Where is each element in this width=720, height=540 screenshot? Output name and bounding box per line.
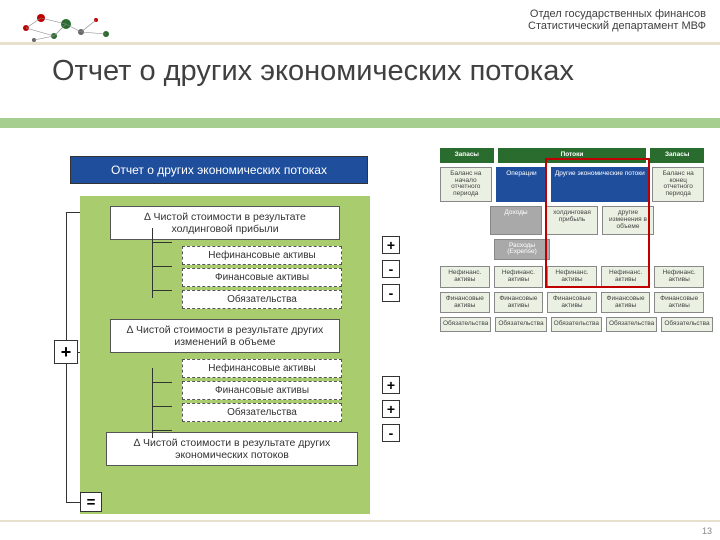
mini-other-flows: Другие экономические потоки xyxy=(551,167,648,202)
header-line1: Отдел государственных финансов xyxy=(528,8,706,20)
connector xyxy=(152,382,172,383)
sign-minus-1: - xyxy=(382,260,400,278)
sign-plus-3: + xyxy=(382,400,400,418)
delta-holding-gains: ∆ Чистой стоимости в результате холдинго… xyxy=(110,206,340,240)
header-org: Отдел государственных финансов Статистич… xyxy=(528,8,706,32)
mini-nfa: Нефинанс. активы xyxy=(440,266,490,288)
nfa-1: Нефинансовые активы xyxy=(182,246,342,265)
title-accent xyxy=(0,118,720,128)
connector xyxy=(66,212,80,213)
mini-volchange: другие изменения в объеме xyxy=(602,206,654,234)
mini-income: Доходы xyxy=(490,206,542,234)
connector xyxy=(152,242,172,243)
mini-close-balance: Баланс на конец отчетного периода xyxy=(652,167,704,202)
fa-2: Финансовые активы xyxy=(182,381,342,400)
connector xyxy=(152,406,172,407)
sign-plus-2: + xyxy=(382,376,400,394)
connector xyxy=(152,228,153,298)
connector xyxy=(152,368,153,438)
fa-1: Финансовые активы xyxy=(182,268,342,287)
equals-operator: = xyxy=(80,492,102,512)
mini-nfa: Нефинанс. активы xyxy=(654,266,704,288)
diagram-panel: ∆ Чистой стоимости в результате холдинго… xyxy=(80,196,370,514)
mini-fa: Финансовые активы xyxy=(494,292,544,314)
mini-expense: Расходы (Expense) xyxy=(494,239,550,261)
header-line2: Статистический департамент МВФ xyxy=(528,20,706,32)
mini-nfa: Нефинанс. активы xyxy=(601,266,651,288)
mini-liab: Обязательства xyxy=(551,317,602,332)
delta-volume-changes: ∆ Чистой стоимости в результате других и… xyxy=(110,319,340,353)
mini-hdr-stocks2: Запасы xyxy=(650,148,704,163)
plus-operator: + xyxy=(54,340,78,364)
mini-fa: Финансовые активы xyxy=(601,292,651,314)
mini-open-balance: Баланс на начало отчетного периода xyxy=(440,167,492,202)
report-title-bar: Отчет о других экономических потоках xyxy=(70,156,368,184)
mini-liab: Обязательства xyxy=(440,317,491,332)
nfa-2: Нефинансовые активы xyxy=(182,359,342,378)
mini-hdr-flows: Потоки xyxy=(498,148,647,163)
page-title: Отчет о других экономических потоках xyxy=(52,56,574,88)
mini-nfa: Нефинанс. активы xyxy=(547,266,597,288)
sign-minus-3: - xyxy=(382,424,400,442)
liab-2: Обязательства xyxy=(182,403,342,422)
mini-liab: Обязательства xyxy=(495,317,546,332)
mini-ops: Операции xyxy=(496,167,548,202)
delta-other-flows: ∆ Чистой стоимости в результате других э… xyxy=(106,432,358,466)
connector xyxy=(152,290,172,291)
sign-plus-1: + xyxy=(382,236,400,254)
liab-1: Обязательства xyxy=(182,290,342,309)
mini-hdr-stocks1: Запасы xyxy=(440,148,494,163)
mini-nfa: Нефинанс. активы xyxy=(494,266,544,288)
mini-liab: Обязательства xyxy=(661,317,712,332)
sign-minus-2: - xyxy=(382,284,400,302)
mini-liab: Обязательства xyxy=(606,317,657,332)
connector xyxy=(152,430,172,431)
mini-fa: Финансовые активы xyxy=(440,292,490,314)
connector xyxy=(152,266,172,267)
page-number: 13 xyxy=(702,526,712,536)
footer-rule xyxy=(0,520,720,522)
mini-reference-table: Запасы Потоки Запасы Баланс на начало от… xyxy=(440,148,704,336)
header-rule xyxy=(0,42,720,45)
mini-holding: холдинговая прибыль xyxy=(546,206,598,234)
mini-fa: Финансовые активы xyxy=(654,292,704,314)
mini-fa: Финансовые активы xyxy=(547,292,597,314)
